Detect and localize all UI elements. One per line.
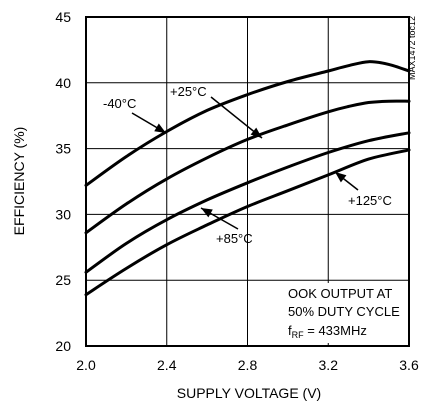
x-tick-label: 3.2 (319, 357, 339, 373)
plot-frame (85, 16, 410, 347)
figure-id-label: MAX1472 toc12 (407, 16, 417, 80)
freq-subscript: RF (292, 330, 304, 340)
series-line-1 (84, 99, 411, 235)
tick-labels: 2.0 2.4 2.8 3.2 3.6 20 25 30 35 40 45 (55, 9, 419, 373)
x-tick-label: 3.6 (399, 357, 419, 373)
arrow-p25-head (250, 127, 262, 138)
condition-line-1: OOK OUTPUT AT (288, 286, 392, 301)
y-tick-label: 45 (55, 9, 71, 25)
annotation-background (282, 283, 408, 343)
condition-line-3: fRF = 433MHz (288, 323, 367, 340)
y-tick-label: 30 (55, 206, 71, 222)
x-tick-label: 2.0 (76, 357, 96, 373)
y-axis-label: EFFICIENCY (%) (11, 127, 27, 236)
series-line-2 (84, 131, 411, 274)
x-tick-label: 2.8 (238, 357, 258, 373)
freq-symbol: f (288, 323, 292, 338)
series-label-p25: +25°C (170, 84, 207, 99)
arrow-p85-head (201, 208, 213, 218)
series-line-0 (84, 60, 411, 187)
label-arrows (131, 96, 359, 230)
series-line-3 (84, 148, 411, 297)
freq-value: = 433MHz (304, 323, 367, 338)
condition-line-2: 50% DUTY CYCLE (288, 304, 400, 319)
x-tick-label: 2.4 (157, 357, 177, 373)
series-label-m40: -40°C (103, 96, 136, 111)
y-tick-label: 20 (55, 338, 71, 354)
y-tick-label: 40 (55, 75, 71, 91)
series-label-p85: +85°C (216, 231, 253, 246)
series-label-p125: +125°C (348, 193, 392, 208)
series-curves (84, 60, 411, 297)
y-tick-label: 25 (55, 272, 71, 288)
arrow-m40-head (154, 123, 166, 133)
y-tick-label: 35 (55, 141, 71, 157)
arrow-p125-head (335, 172, 347, 183)
x-axis-label: SUPPLY VOLTAGE (V) (177, 385, 321, 401)
